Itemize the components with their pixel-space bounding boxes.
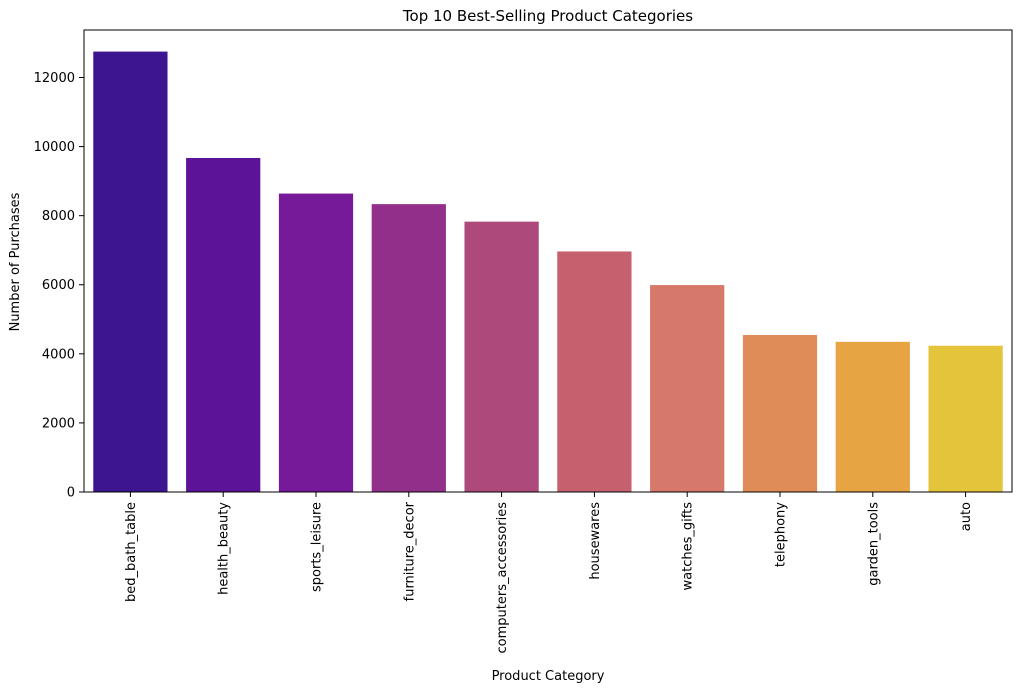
y-tick-label: 0 — [67, 486, 75, 501]
y-tick-label: 6000 — [42, 278, 75, 293]
x-tick-label: watches_gifts — [681, 502, 696, 591]
x-axis-title: Product Category — [492, 669, 605, 684]
x-tick-label: computers_accessories — [495, 502, 510, 654]
y-tick-label: 10000 — [34, 140, 75, 155]
y-axis-title: Number of Purchases — [8, 192, 23, 331]
bar-auto — [928, 345, 1003, 492]
x-tick-label: garden_tools — [866, 502, 881, 586]
bar-garden_tools — [835, 341, 910, 492]
bar-housewares — [557, 251, 632, 492]
bar-bed_bath_table — [93, 51, 168, 493]
chart-title: Top 10 Best-Selling Product Categories — [402, 7, 693, 25]
x-tick-label: furniture_decor — [402, 501, 417, 601]
y-tick-label: 8000 — [42, 209, 75, 224]
bar-telephony — [742, 335, 818, 492]
bar-health_beauty — [186, 157, 261, 493]
y-tick-label: 12000 — [34, 71, 75, 86]
x-tick-label: health_beauty — [217, 502, 232, 595]
bar-furniture_decor — [371, 204, 446, 492]
x-tick-label: bed_bath_table — [124, 502, 139, 602]
bar-watches_gifts — [650, 285, 725, 492]
x-tick-label: telephony — [774, 502, 789, 567]
y-tick-label: 2000 — [42, 416, 75, 431]
x-tick-label: sports_leisure — [310, 502, 325, 592]
bar-computers_accessories — [464, 221, 539, 492]
plot-area: bed_bath_table health_beauty sports_leisur… — [34, 29, 1013, 654]
plot-frame — [83, 29, 1013, 493]
y-tick-label: 4000 — [42, 347, 75, 362]
x-tick-label: housewares — [588, 502, 603, 580]
x-tick-label: auto — [959, 502, 974, 531]
bar-sports_leisure — [278, 193, 354, 492]
